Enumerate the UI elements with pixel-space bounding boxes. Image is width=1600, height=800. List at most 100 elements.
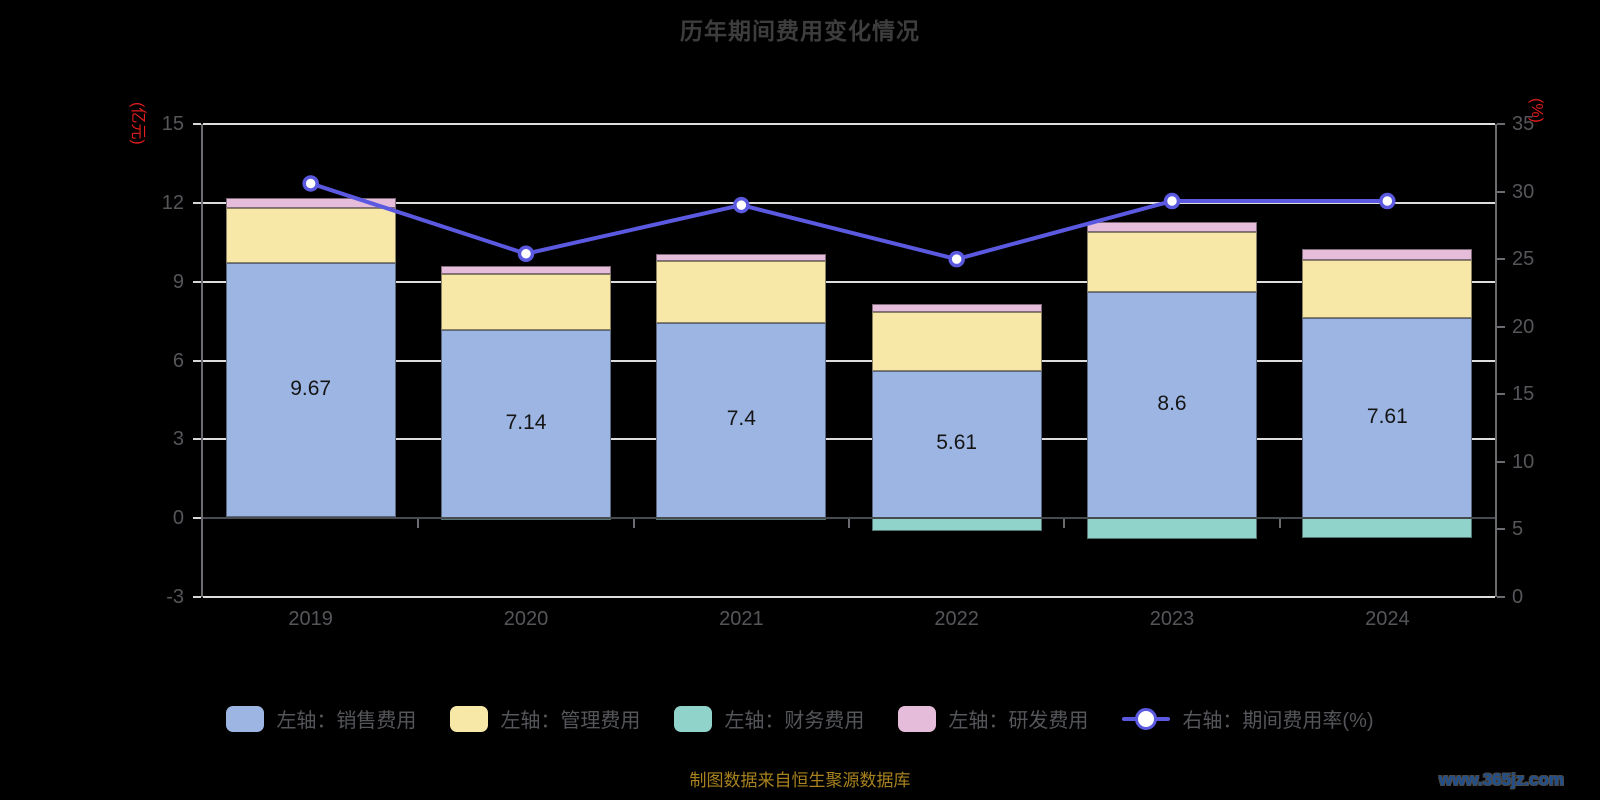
left-axis-tick [193,123,201,125]
right-axis-tick [1497,393,1505,396]
legend-item-5[interactable]: 右轴：期间费用率(%) [1122,704,1374,733]
left-axis-tick-label: -3 [166,586,184,608]
right-axis-tick-label: 30 [1512,180,1535,203]
left-axis-tick-label: 3 [172,428,184,451]
legend-swatch [226,705,265,732]
bar-value-label: 7.61 [1366,405,1408,429]
legend-item-3[interactable]: 左轴：财务费用 [674,704,864,733]
bar-segment-sales[interactable] [441,330,611,518]
right-axis-tick [1497,325,1505,328]
bar-segment-sales[interactable] [225,262,396,517]
x-axis-label: 2023 [1149,608,1195,630]
bar-segment-management[interactable] [656,261,827,324]
legend-label: 左轴：销售费用 [276,710,417,732]
x-axis-tick [1278,519,1281,529]
legend-swatch [898,705,937,732]
x-axis-label: 2024 [1365,608,1410,630]
rate-line-marker[interactable] [302,175,319,192]
legend-line-symbol [1122,706,1171,732]
legend: 左轴：销售费用 左轴：管理费用 左轴：财务费用 左轴：研发费用 右轴：期间费用率(%) [0,704,1600,733]
right-axis-tick [1497,528,1505,531]
bar-segment-rd[interactable] [656,254,827,262]
right-axis-tick-label: 0 [1512,586,1524,608]
x-axis-tick [632,519,635,529]
left-axis-tick-label: 9 [172,270,184,293]
rate-line-marker[interactable] [1163,192,1181,210]
legend-swatch [450,705,489,732]
bar-segment-management[interactable] [225,207,396,263]
left-axis-tick-label: 12 [161,191,184,214]
rate-line-marker[interactable] [1379,192,1396,210]
right-axis-tick [1497,258,1505,261]
bar-segment-sales[interactable] [1087,292,1257,519]
left-axis-tick [193,359,201,362]
legend-label: 左轴：研发费用 [948,710,1089,732]
right-axis-tick-label: 5 [1512,518,1524,541]
right-axis-line [1495,124,1497,597]
rate-line [310,181,1388,262]
gridline [203,438,1495,441]
legend-item-4[interactable]: 左轴：研发费用 [898,704,1088,733]
x-axis-label: 2022 [934,608,979,630]
bar-segment-rd[interactable] [441,266,611,274]
bar-segment-sales[interactable] [1302,318,1473,519]
bar-segment-rd[interactable] [871,303,1042,312]
right-axis-tick-label: 35 [1512,113,1535,135]
bar-segment-rd[interactable] [225,198,396,208]
left-axis-tick [193,438,201,441]
bar-segment-sales[interactable] [656,323,827,518]
gridline [203,201,1495,204]
right-axis-tick-label: 20 [1512,315,1535,338]
legend-item-1[interactable]: 左轴：销售费用 [226,704,416,733]
legend-swatch [674,705,713,732]
bar-segment-management[interactable] [871,311,1042,371]
rate-line-marker[interactable] [517,245,535,262]
legend-label: 左轴：财务费用 [724,710,865,732]
left-axis-tick [193,517,201,520]
bar-value-label: 9.67 [290,376,332,400]
x-axis-tick [848,519,850,529]
bar-segment-management[interactable] [1302,259,1473,319]
x-axis-label: 2019 [288,608,333,630]
x-axis-label: 2020 [503,608,549,630]
zero-axis-line [203,517,1495,520]
chart-title: 历年期间费用变化情况 [680,18,920,44]
gridline [203,123,1495,125]
bar-segment-management[interactable] [441,273,611,330]
left-axis-line [201,124,203,597]
gridline [203,280,1495,283]
right-axis-tick-label: 15 [1512,383,1535,406]
gridline [203,596,1495,598]
bar-segment-rd[interactable] [1302,248,1473,260]
rate-line-marker[interactable] [948,250,965,268]
left-axis-tick-label: 15 [161,113,184,135]
bar-value-label: 8.6 [1157,392,1187,416]
right-axis-tick [1497,596,1505,598]
legend-label: 左轴：管理费用 [500,710,641,732]
rate-line-layer [302,175,1396,268]
right-axis-tick [1497,123,1505,125]
x-axis-tick [417,519,420,529]
watermark-link[interactable]: www.365jz.com [1438,770,1564,789]
x-axis-tick [1063,519,1066,529]
x-axis-label: 2021 [719,608,764,630]
footer-source: 制图数据来自恒生聚源数据库 [689,771,911,790]
right-axis-tick [1497,190,1505,193]
left-axis-tick-label: 0 [172,507,184,530]
left-axis-tick [193,280,201,283]
left-axis-tick [193,596,201,598]
right-axis-tick [1497,460,1505,463]
left-axis-tick-label: 6 [172,349,184,372]
bar-value-label: 5.61 [936,431,978,455]
bar-segment-rd[interactable] [1087,222,1257,233]
legend-label: 右轴：期间费用率(%) [1182,710,1374,732]
bar-segment-management[interactable] [1087,232,1257,293]
gridline [203,359,1495,362]
bar-value-label: 7.14 [505,410,547,434]
right-axis-tick-label: 10 [1512,450,1535,473]
rate-line-marker[interactable] [733,196,750,214]
left-axis-tick [193,201,201,204]
bar-value-label: 7.4 [726,407,756,431]
legend-item-2[interactable]: 左轴：管理费用 [450,704,640,733]
